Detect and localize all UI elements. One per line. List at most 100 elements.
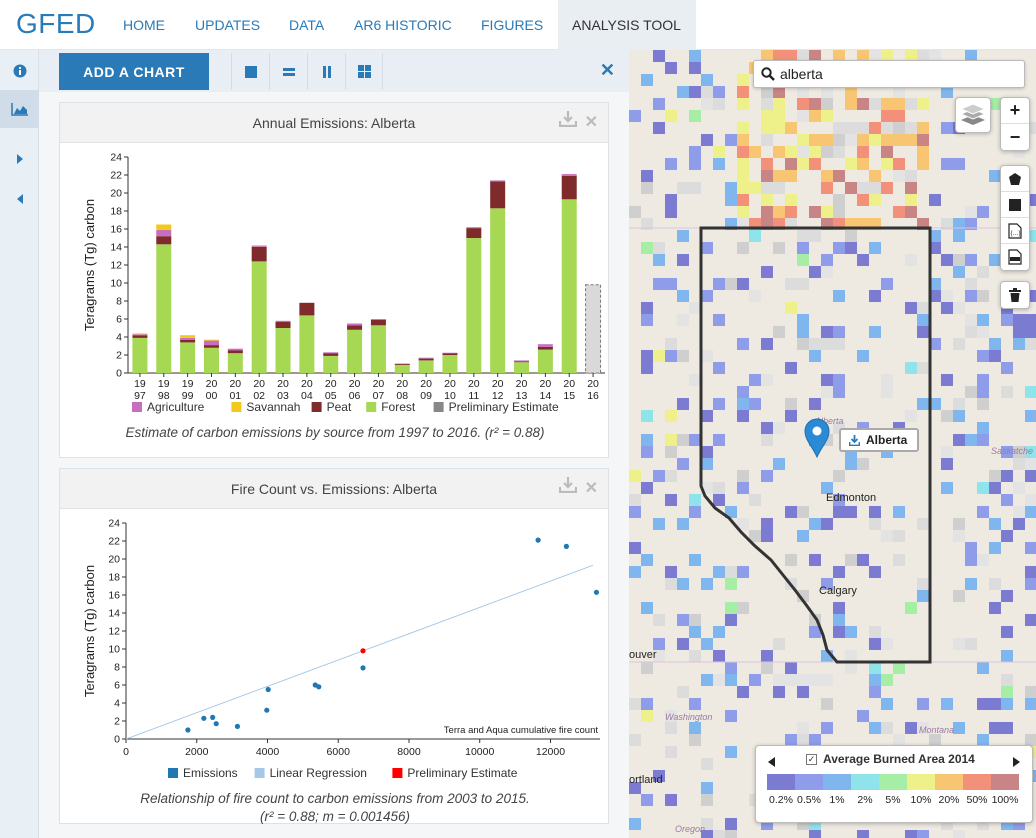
expand-right-icon[interactable] xyxy=(0,140,39,178)
map-canvas[interactable] xyxy=(629,50,1036,838)
burned-area-cell xyxy=(833,494,845,506)
nav-updates[interactable]: UPDATES xyxy=(195,17,261,33)
nav-analysis-tool[interactable]: ANALYSIS TOOL xyxy=(558,0,696,50)
burned-area-cell xyxy=(689,494,701,506)
burned-area-cell xyxy=(689,374,701,386)
single-layout-icon[interactable] xyxy=(231,53,269,90)
burned-area-cell xyxy=(689,734,701,746)
burned-area-cell xyxy=(917,50,929,62)
burned-area-cell xyxy=(881,278,893,290)
annual-emissions-caption: Estimate of carbon emissions by source f… xyxy=(125,425,545,440)
burned-area-cell xyxy=(941,374,953,386)
zoom-out-button[interactable]: − xyxy=(1009,126,1021,147)
burned-area-cell xyxy=(713,434,725,446)
y-tick-label: 22 xyxy=(108,536,120,548)
layers-icon[interactable] xyxy=(955,97,991,133)
draw-polygon-icon[interactable] xyxy=(1001,166,1029,192)
burned-area-cell xyxy=(785,278,797,290)
burned-area-cell xyxy=(833,290,845,302)
close-icon[interactable]: ✕ xyxy=(584,114,598,131)
burned-area-cell xyxy=(869,242,881,254)
burned-area-cell xyxy=(965,314,977,326)
burned-area-cell xyxy=(761,98,773,110)
burned-area-cell xyxy=(773,146,785,158)
burned-area-cell xyxy=(701,794,713,806)
burned-area-cell xyxy=(809,554,821,566)
burned-area-cell xyxy=(641,314,653,326)
marker-popup[interactable]: Alberta xyxy=(839,428,919,452)
burned-area-cell xyxy=(845,554,857,566)
zoom-in-button[interactable]: + xyxy=(1001,98,1029,124)
rows-layout-icon[interactable] xyxy=(269,53,307,90)
brand-logo[interactable]: GFED xyxy=(16,8,96,39)
legend-color-swatch xyxy=(935,774,963,790)
download-icon[interactable] xyxy=(558,469,577,509)
burned-area-cell xyxy=(713,830,725,838)
burned-area-cell xyxy=(941,290,953,302)
burned-area-cell xyxy=(809,338,821,350)
upload-geojson-icon[interactable]: {…} xyxy=(1001,218,1029,244)
bar-forest xyxy=(227,353,243,373)
legend-value-label: 10% xyxy=(910,794,932,806)
map-search-input[interactable]: alberta xyxy=(753,60,1025,88)
x-tick-label: 16 xyxy=(587,390,599,402)
burned-area-cell xyxy=(701,830,713,838)
burned-area-cell xyxy=(917,314,929,326)
burned-area-cell xyxy=(809,734,821,746)
burned-area-cell xyxy=(797,722,809,734)
burned-area-cell xyxy=(833,206,845,218)
nav-figures[interactable]: FIGURES xyxy=(481,17,544,33)
bar-peat xyxy=(180,339,196,343)
burned-area-cell xyxy=(701,134,713,146)
burned-area-cell xyxy=(845,158,857,170)
legend-prev-icon[interactable] xyxy=(768,754,775,772)
chart-icon[interactable] xyxy=(0,90,39,128)
burned-area-cell xyxy=(665,494,677,506)
legend-checkbox[interactable]: ✓ xyxy=(806,753,817,765)
nav-ar6-historic[interactable]: AR6 HISTORIC xyxy=(354,17,452,33)
x-tick-label: 99 xyxy=(182,390,194,402)
burned-area-cell xyxy=(653,254,665,266)
draw-rectangle-icon[interactable] xyxy=(1001,192,1029,218)
burned-area-cell xyxy=(881,50,893,62)
close-icon[interactable]: ✕ xyxy=(584,480,598,497)
x-tick-label: 19 xyxy=(182,378,194,390)
burned-area-map[interactable]: alberta + − {…} Edmonton Calgary Alberta… xyxy=(629,50,1036,838)
burned-area-cell xyxy=(857,98,869,110)
legend-value-label: 2% xyxy=(857,794,873,806)
download-icon[interactable] xyxy=(558,103,577,143)
close-all-icon[interactable]: ✕ xyxy=(599,60,615,80)
burned-area-cell xyxy=(665,110,677,122)
burned-area-cell xyxy=(665,794,677,806)
burned-area-cell xyxy=(689,110,701,122)
upload-shapefile-icon[interactable] xyxy=(1001,244,1029,270)
burned-area-cell xyxy=(761,50,773,62)
burned-area-cell xyxy=(1025,338,1036,350)
burned-area-cell xyxy=(737,602,749,614)
legend-swatch xyxy=(254,768,265,778)
burned-area-cell xyxy=(989,254,1001,266)
burned-area-cell xyxy=(713,86,725,98)
collapse-left-icon[interactable] xyxy=(0,180,39,218)
nav-home[interactable]: HOME xyxy=(123,17,165,33)
add-chart-button[interactable]: ADD A CHART xyxy=(59,53,209,90)
legend-next-icon[interactable] xyxy=(1013,754,1020,772)
info-icon[interactable] xyxy=(0,52,39,90)
burned-area-cell xyxy=(797,254,809,266)
burned-area-cell xyxy=(689,698,701,710)
trash-icon[interactable] xyxy=(1001,282,1029,308)
burned-area-cell xyxy=(821,482,833,494)
bar-forest xyxy=(299,315,315,373)
burned-area-cell xyxy=(869,50,881,62)
y-tick-label: 0 xyxy=(114,734,120,746)
grid-layout-icon[interactable] xyxy=(345,53,383,90)
draw-toolbar: {…} xyxy=(1000,165,1030,271)
map-marker-icon[interactable] xyxy=(804,418,830,463)
burned-area-cell xyxy=(977,350,989,362)
columns-layout-icon[interactable] xyxy=(307,53,345,90)
burned-area-cell xyxy=(857,122,869,134)
burned-area-cell xyxy=(953,218,965,230)
map-label-vancouver: ouver xyxy=(629,649,657,661)
burned-area-cell xyxy=(665,62,677,74)
nav-data[interactable]: DATA xyxy=(289,17,325,33)
